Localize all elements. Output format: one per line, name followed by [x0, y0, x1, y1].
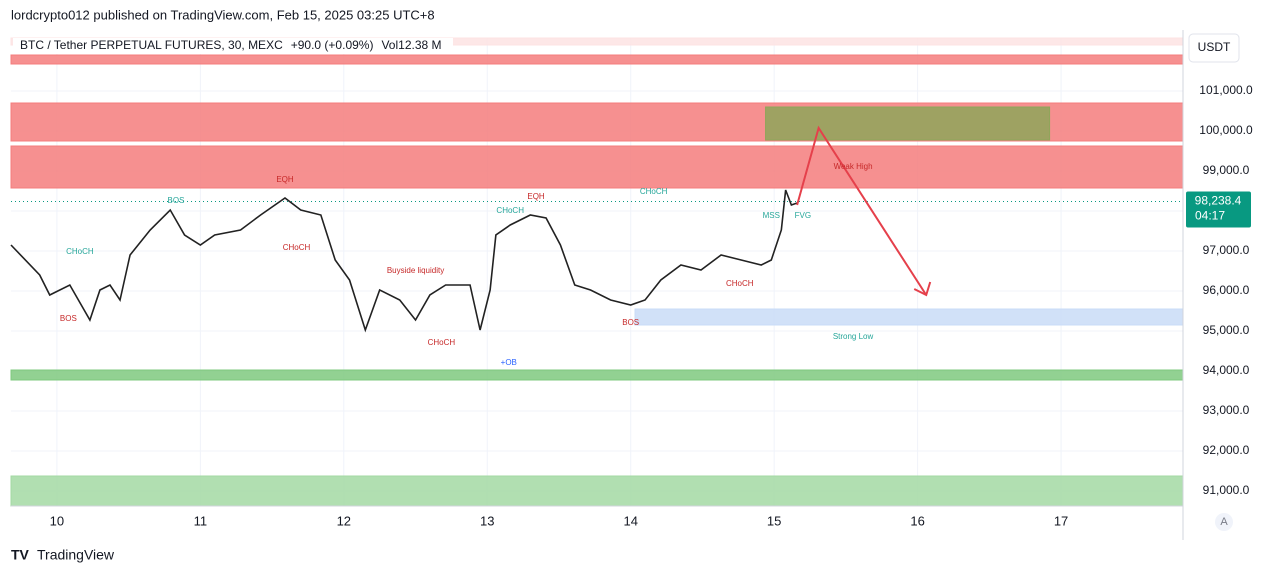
- y-tick-label: 92,000.0: [1203, 443, 1250, 457]
- legend-title: BTC / Tether PERPETUAL FUTURES, 30, MEXC: [20, 38, 283, 52]
- currency: USDT: [1198, 40, 1231, 54]
- x-tick-label: 13: [480, 513, 494, 528]
- annotation: EQH: [527, 192, 545, 201]
- legend-vol: 12.38 M: [398, 38, 441, 52]
- price-tag: [1186, 191, 1251, 228]
- y-tick-label: 91,000.0: [1203, 483, 1250, 497]
- y-tick-label: 95,000.0: [1203, 323, 1250, 337]
- legend-vol-label: Vol: [381, 38, 398, 52]
- zone: [10, 145, 1184, 189]
- x-tick-label: 14: [623, 513, 637, 528]
- x-tick-label: 11: [194, 513, 208, 528]
- annotation: BOS: [60, 314, 77, 323]
- annotation: EQH: [276, 175, 294, 184]
- zone: [10, 475, 1184, 507]
- legend-bg: [13, 38, 453, 54]
- countdown: 04:17: [1195, 209, 1225, 223]
- scale-mode: A: [1220, 516, 1228, 528]
- x-tick-label: 17: [1054, 513, 1068, 528]
- scale-mode-button[interactable]: [1215, 513, 1233, 531]
- legend-change: +90.0 (+0.09%): [291, 38, 374, 52]
- arrow-head: [913, 281, 932, 297]
- annotation: CHoCH: [66, 247, 94, 256]
- price-line: [10, 189, 798, 333]
- y-tick-label: 93,000.0: [1203, 403, 1250, 417]
- annotation: FVG: [795, 211, 811, 220]
- brand: TradingView: [37, 547, 115, 563]
- zone: [765, 106, 1051, 141]
- y-tick-label: 97,000.0: [1203, 243, 1250, 257]
- annotation: Weak High: [834, 162, 873, 171]
- annotation: CHoCH: [283, 243, 311, 252]
- annotation: Strong Low: [833, 332, 874, 341]
- publisher: lordcrypto012 published on TradingView.c…: [11, 7, 435, 22]
- annotation: MSS: [763, 211, 780, 220]
- x-tick-label: 16: [910, 513, 924, 528]
- annotation: Buyside liquidity: [387, 266, 444, 275]
- price-tag-label: 98,238.4: [1195, 194, 1242, 208]
- logo-bg: [11, 548, 31, 562]
- annotation: CHoCH: [496, 206, 524, 215]
- x-tick-label: 10: [50, 513, 64, 528]
- annotation: CHoCH: [640, 187, 668, 196]
- y-tick-label: 96,000.0: [1203, 283, 1250, 297]
- y-tick-label: 100,000.0: [1199, 123, 1253, 137]
- zone: [10, 369, 1184, 381]
- x-tick-label: 12: [337, 513, 351, 528]
- logo: TV: [11, 547, 30, 563]
- zone: [10, 54, 1184, 65]
- y-tick-label: 101,000.0: [1199, 83, 1253, 97]
- annotation: BOS: [168, 196, 185, 205]
- currency-button[interactable]: [1188, 33, 1240, 63]
- annotation: BOS: [622, 318, 639, 327]
- annotation: CHoCH: [726, 279, 754, 288]
- x-tick-label: 15: [767, 513, 781, 528]
- annotation: CHoCH: [428, 338, 456, 347]
- zone: [634, 308, 1184, 326]
- annotation: +OB: [501, 358, 517, 367]
- y-tick-label: 94,000.0: [1203, 363, 1250, 377]
- projection-arrow: [796, 125, 928, 296]
- y-tick-label: 99,000.0: [1203, 163, 1250, 177]
